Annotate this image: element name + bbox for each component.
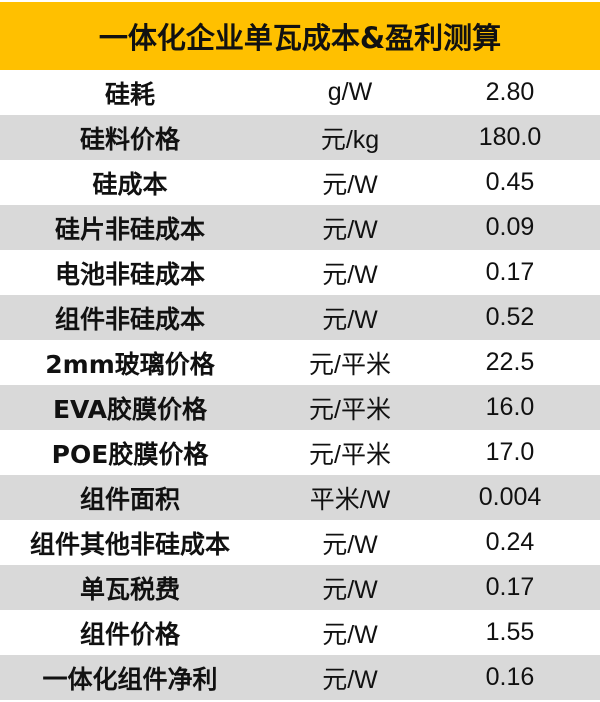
table-row: 组件价格 元/W 1.55 (0, 610, 600, 655)
table-row: 2mm玻璃价格 元/平米 22.5 (0, 340, 600, 385)
unit-cell: 元/W (322, 260, 378, 289)
table-row: 组件其他非硅成本 元/W 0.24 (0, 520, 600, 565)
item-cell: 组件面积 (79, 484, 180, 514)
unit-cell: 元/kg (320, 125, 380, 154)
unit-cell: 元/W (322, 530, 378, 559)
value-cell: 22.5 (485, 348, 535, 376)
table-row: 组件非硅成本 元/W 0.52 (0, 295, 600, 340)
item-cell: 硅片非硅成本 (54, 214, 205, 244)
table-row: POE胶膜价格 元/平米 17.0 (0, 430, 600, 475)
table-row: 单瓦税费 元/W 0.17 (0, 565, 600, 610)
item-cell: 组件其他非硅成本 (29, 529, 230, 559)
item-cell: 硅料价格 (79, 124, 180, 154)
unit-cell: 元/平米 (309, 395, 391, 424)
table-row: 硅片非硅成本 元/W 0.09 (0, 205, 600, 250)
item-cell: 组件价格 (79, 619, 180, 649)
table-row: 一体化组件净利 元/W 0.16 (0, 655, 600, 700)
item-cell: 电池非硅成本 (54, 259, 205, 289)
table-row: 硅料价格 元/kg 180.0 (0, 115, 600, 160)
unit-cell: 元/平米 (309, 350, 391, 379)
value-cell: 16.0 (485, 393, 535, 421)
unit-cell: 元/平米 (309, 440, 391, 469)
item-cell: 硅成本 (92, 169, 168, 199)
value-cell: 0.09 (485, 213, 535, 241)
unit-cell: 元/W (322, 620, 378, 649)
item-cell: 2mm玻璃价格 (45, 349, 215, 379)
item-cell: EVA胶膜价格 (52, 394, 208, 424)
value-cell: 0.24 (485, 528, 535, 556)
value-cell: 1.55 (485, 618, 535, 646)
table-row: EVA胶膜价格 元/平米 16.0 (0, 385, 600, 430)
unit-cell: 元/W (322, 215, 378, 244)
value-cell: 0.17 (485, 573, 535, 601)
table-row: 硅成本 元/W 0.45 (0, 160, 600, 205)
table-title: 一体化企业单瓦成本&盈利测算 (0, 2, 600, 70)
value-cell: 2.80 (485, 78, 535, 106)
unit-cell: 元/W (322, 665, 378, 694)
unit-cell: 平米/W (309, 485, 391, 514)
value-cell: 0.004 (478, 483, 542, 511)
table-row: 硅耗 g/W 2.80 (0, 70, 600, 115)
value-cell: 180.0 (478, 123, 542, 151)
item-cell: POE胶膜价格 (51, 439, 209, 469)
item-cell: 单瓦税费 (79, 574, 180, 604)
unit-cell: g/W (327, 78, 373, 106)
value-cell: 0.16 (485, 663, 535, 691)
value-cell: 17.0 (485, 438, 535, 466)
unit-cell: 元/W (322, 575, 378, 604)
unit-cell: 元/W (322, 305, 378, 334)
value-cell: 0.52 (485, 303, 535, 331)
item-cell: 硅耗 (104, 79, 155, 109)
unit-cell: 元/W (322, 170, 378, 199)
table-row: 电池非硅成本 元/W 0.17 (0, 250, 600, 295)
value-cell: 0.17 (485, 258, 535, 286)
value-cell: 0.45 (485, 168, 535, 196)
item-cell: 一体化组件净利 (42, 664, 218, 694)
table-row: 组件面积 平米/W 0.004 (0, 475, 600, 520)
data-table: 硅耗 g/W 2.80 硅料价格 元/kg 180.0 硅成本 元/W 0.45 硅片非硅成本 元/… (0, 70, 600, 700)
item-cell: 组件非硅成本 (54, 304, 205, 334)
